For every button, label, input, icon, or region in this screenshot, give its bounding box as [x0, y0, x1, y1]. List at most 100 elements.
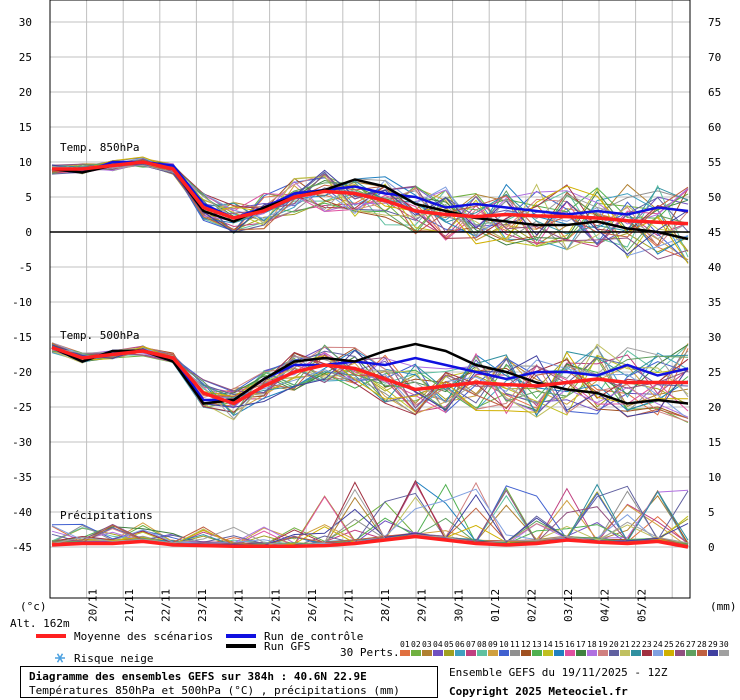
right-tick-label: 40	[708, 261, 721, 274]
member-id-label: 26	[675, 640, 685, 649]
member-color-swatch	[620, 650, 630, 656]
legend-gfs-swatch	[226, 644, 256, 648]
member-color-swatch	[686, 650, 696, 656]
member-id-label: 18	[587, 640, 597, 649]
left-tick-label: -30	[12, 436, 32, 449]
legend-control: Run de contrôle	[264, 630, 363, 643]
left-tick-label: 15	[19, 121, 32, 134]
left-tick-label: -15	[12, 331, 32, 344]
footer-subtitle: Températures 850hPa et 500hPa (°C) , pré…	[29, 684, 400, 697]
left-tick-label: 25	[19, 51, 32, 64]
right-tick-label: 70	[708, 51, 721, 64]
member-id-label: 27	[686, 640, 696, 649]
member-id-label: 01	[400, 640, 410, 649]
member-id-label: 21	[620, 640, 630, 649]
member-id-label: 15	[554, 640, 564, 649]
right-tick-label: 15	[708, 436, 721, 449]
member-color-swatch	[510, 650, 520, 656]
member-id-label: 19	[598, 640, 608, 649]
member-t850-line	[51, 162, 689, 251]
member-id-label: 06	[455, 640, 465, 649]
member-color-swatch	[697, 650, 707, 656]
ensemble-run: Ensemble GEFS du 19/11/2025 - 12Z	[449, 666, 668, 679]
right-tick-label: 45	[708, 226, 721, 239]
right-unit: (mm)	[710, 600, 737, 613]
legend-gfs: Run GFS	[264, 640, 310, 653]
member-color-swatch	[653, 650, 663, 656]
member-color-swatch	[708, 650, 718, 656]
member-color-swatch	[664, 650, 674, 656]
left-tick-label: -10	[12, 296, 32, 309]
date-tick-label: 22/11	[160, 589, 173, 622]
right-tick-label: 0	[708, 541, 715, 554]
member-id-label: 10	[499, 640, 509, 649]
member-id-label: 28	[697, 640, 707, 649]
member-id-label: 14	[543, 640, 553, 649]
date-tick-label: 05/12	[635, 589, 648, 622]
member-id-label: 25	[664, 640, 674, 649]
member-legend: 01 02 03 04 05 06 07 08 09 10 11 12 13 14 15 16 17 18 19 20…	[400, 640, 729, 656]
member-color-swatch	[466, 650, 476, 656]
right-tick-label: 10	[708, 471, 721, 484]
plot-frame	[49, 0, 691, 599]
left-tick-label: -20	[12, 366, 32, 379]
footer-box: Diagramme des ensembles GEFS sur 384h : …	[20, 666, 438, 698]
member-id-label: 13	[532, 640, 542, 649]
left-tick-label: -5	[19, 261, 32, 274]
date-tick-label: 02/12	[526, 589, 539, 622]
date-tick-label: 03/12	[562, 589, 575, 622]
right-tick-label: 55	[708, 156, 721, 169]
date-tick-label: 30/11	[452, 589, 465, 622]
member-id-label: 23	[642, 640, 652, 649]
right-tick-label: 30	[708, 331, 721, 344]
legend-snow: Risque neige	[74, 652, 153, 665]
member-color-swatch	[499, 650, 509, 656]
member-color-swatch	[554, 650, 564, 656]
member-precip-line	[51, 488, 689, 547]
member-color-swatch	[576, 650, 586, 656]
left-tick-label: 5	[25, 191, 32, 204]
right-tick-label: 35	[708, 296, 721, 309]
left-unit: (°c)	[20, 600, 47, 613]
date-tick-label: 21/11	[123, 589, 136, 622]
snowflake-icon	[55, 653, 65, 663]
left-tick-label: 30	[19, 16, 32, 29]
member-color-swatch	[455, 650, 465, 656]
member-color-swatch	[631, 650, 641, 656]
member-color-swatch	[444, 650, 454, 656]
legend-control-swatch	[226, 634, 256, 638]
left-tick-label: 20	[19, 86, 32, 99]
date-tick-label: 27/11	[343, 589, 356, 622]
footer-title: Diagramme des ensembles GEFS sur 384h : …	[29, 670, 367, 683]
label-t850: Temp. 850hPa	[60, 141, 139, 154]
date-tick-label: 25/11	[269, 589, 282, 622]
member-id-label: 08	[477, 640, 487, 649]
right-tick-label: 25	[708, 366, 721, 379]
right-tick-label: 75	[708, 16, 721, 29]
member-id-label: 24	[653, 640, 663, 649]
legend-perts: 30 Perts.	[340, 646, 400, 659]
member-color-swatch	[400, 650, 410, 656]
date-tick-label: 04/12	[599, 589, 612, 622]
member-id-label: 12	[521, 640, 531, 649]
member-color-swatch	[488, 650, 498, 656]
member-color-swatch	[532, 650, 542, 656]
member-id-label: 30	[719, 640, 729, 649]
label-t500: Temp. 500hPa	[60, 329, 139, 342]
left-tick-label: -40	[12, 506, 32, 519]
member-color-swatch	[433, 650, 443, 656]
left-tick-label: -35	[12, 471, 32, 484]
member-color-swatch	[609, 650, 619, 656]
legend-mean: Moyenne des scénarios	[74, 630, 213, 643]
date-tick-label: 28/11	[379, 589, 392, 622]
member-t850-line	[51, 164, 689, 240]
right-tick-label: 20	[708, 401, 721, 414]
member-id-label: 29	[708, 640, 718, 649]
left-tick-label: 0	[25, 226, 32, 239]
right-tick-label: 60	[708, 121, 721, 134]
date-tick-label: 24/11	[233, 589, 246, 622]
member-color-swatch	[543, 650, 553, 656]
member-color-swatch	[675, 650, 685, 656]
mean-t500-line	[51, 345, 688, 406]
member-color-swatch	[598, 650, 608, 656]
